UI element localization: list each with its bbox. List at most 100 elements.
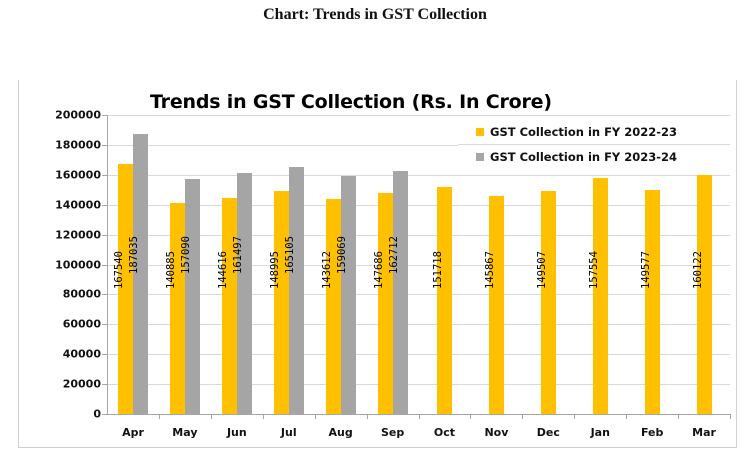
y-tick-mark (102, 174, 107, 176)
legend-label: GST Collection in FY 2023-24 (490, 150, 678, 164)
y-tick-label: 0 (93, 407, 101, 421)
x-tick-mark (522, 414, 524, 419)
x-tick-label: Feb (640, 426, 664, 439)
bar-sep-series-1: 147686 (373, 193, 393, 414)
x-tick-mark (314, 414, 316, 419)
y-tick-label: 200000 (55, 108, 101, 122)
gridline (107, 144, 730, 146)
plot-area: 0 20000 40000 60000 80000 100000 120000 140000 1… (55, 109, 731, 439)
y-tick-label: 120000 (55, 228, 101, 242)
y-tick-mark (102, 354, 107, 356)
y-tick-mark (102, 414, 107, 415)
x-tick-label: Dec (536, 426, 560, 439)
page-heading: Chart: Trends in GST Collection (263, 6, 487, 23)
bar-may-series-2: 157090 (180, 179, 200, 414)
y-tick-label: 80000 (62, 287, 101, 301)
x-tick-mark (678, 414, 680, 419)
x-tick-mark (626, 414, 628, 419)
gridline (107, 384, 730, 386)
y-tick-mark (102, 144, 107, 146)
x-tick-mark (418, 414, 420, 419)
x-tick-label: Jun (226, 426, 247, 439)
y-axis (107, 115, 108, 414)
chart-legend: GST Collection in FY 2022-23 GST Collecti… (458, 120, 730, 169)
bar-value-label: 167540 (113, 251, 126, 289)
chart-frame (18, 80, 737, 448)
bar-value-label: 159069 (336, 236, 349, 274)
y-tick-mark (102, 234, 107, 236)
legend-item-series-2: GST Collection in FY 2023-24 (458, 145, 730, 169)
bar-value-label: 148995 (269, 251, 282, 289)
bar-value-label: 157554 (588, 251, 601, 289)
bar-feb-series-1: 149577 (640, 190, 660, 414)
x-tick-label: Sep (380, 426, 405, 439)
gridline (107, 204, 730, 206)
bar-value-label: 149577 (640, 251, 653, 289)
x-tick-mark (210, 414, 212, 419)
bar-value-label: 147686 (373, 251, 386, 289)
bar-value-label: 160122 (692, 251, 705, 289)
x-tick-label: Oct (433, 426, 456, 439)
y-tick-label: 20000 (62, 377, 101, 391)
legend-separator (458, 144, 730, 145)
gridline (107, 354, 730, 356)
bar-value-label: 161497 (232, 236, 245, 274)
bar-value-label: 149507 (536, 251, 549, 289)
bar-value-label: 144616 (217, 251, 230, 289)
bar-value-label: 165105 (284, 236, 297, 274)
gridline (107, 115, 730, 116)
bar-mar-series-1: 160122 (692, 174, 712, 414)
y-tick-mark (102, 204, 107, 206)
x-tick-mark (574, 414, 576, 419)
y-tick-label: 100000 (55, 258, 101, 271)
y-tick-mark (102, 294, 107, 296)
y-tick-mark (102, 115, 107, 116)
gridline (107, 234, 730, 236)
bar-apr-series-2: 187035 (128, 134, 148, 414)
gridline (107, 264, 730, 266)
bar-jun-series-2: 161497 (232, 172, 252, 414)
bar-jun-series-1: 144616 (217, 197, 237, 414)
bar-jan-series-1: 157554 (588, 178, 608, 414)
x-tick-label: Jul (280, 426, 297, 439)
x-tick-mark (730, 414, 731, 419)
bar-oct-series-1: 151718 (432, 187, 452, 414)
bar-value-label: 145867 (484, 251, 497, 289)
gridline (107, 174, 730, 176)
bar-value-label: 187035 (128, 236, 141, 274)
bar-jul-series-1: 148995 (269, 191, 289, 414)
bar-sep-series-2: 162712 (388, 170, 408, 414)
chart-title: Trends in GST Collection (Rs. In Crore) (150, 91, 552, 113)
bar-may-series-1: 140885 (165, 203, 185, 414)
bar-value-label: 157090 (180, 236, 193, 274)
x-tick-label: Nov (484, 426, 509, 439)
gridline (107, 294, 730, 296)
y-tick-label: 140000 (55, 198, 101, 212)
bar-jul-series-2: 165105 (284, 167, 304, 414)
x-tick-label: Mar (692, 426, 716, 439)
bar-nov-series-1: 145867 (484, 195, 504, 414)
y-tick-label: 40000 (62, 347, 101, 361)
x-tick-label: Jan (590, 426, 610, 439)
x-tick-label: Apr (122, 426, 144, 439)
gridline (107, 324, 730, 326)
bar-apr-series-1: 167540 (113, 163, 133, 414)
y-tick-mark (102, 324, 107, 326)
legend-swatch-icon (476, 128, 484, 136)
legend-label: GST Collection in FY 2022-23 (490, 125, 678, 139)
x-tick-mark (158, 414, 160, 419)
legend-swatch-icon (476, 153, 484, 161)
bar-value-label: 140885 (165, 251, 178, 289)
y-tick-label: 180000 (55, 138, 101, 152)
x-tick-mark (366, 414, 368, 419)
bar-value-label: 162712 (388, 236, 401, 274)
bar-dec-series-1: 149507 (536, 190, 556, 414)
bar-aug-series-2: 159069 (336, 176, 356, 414)
y-tick-label: 60000 (62, 317, 101, 331)
x-tick-mark (470, 414, 472, 419)
y-tick-mark (102, 384, 107, 386)
y-tick-label: 160000 (55, 168, 101, 182)
x-tick-label: Aug (328, 426, 353, 439)
bar-value-label: 151718 (432, 251, 445, 289)
x-tick-label: May (172, 426, 198, 439)
